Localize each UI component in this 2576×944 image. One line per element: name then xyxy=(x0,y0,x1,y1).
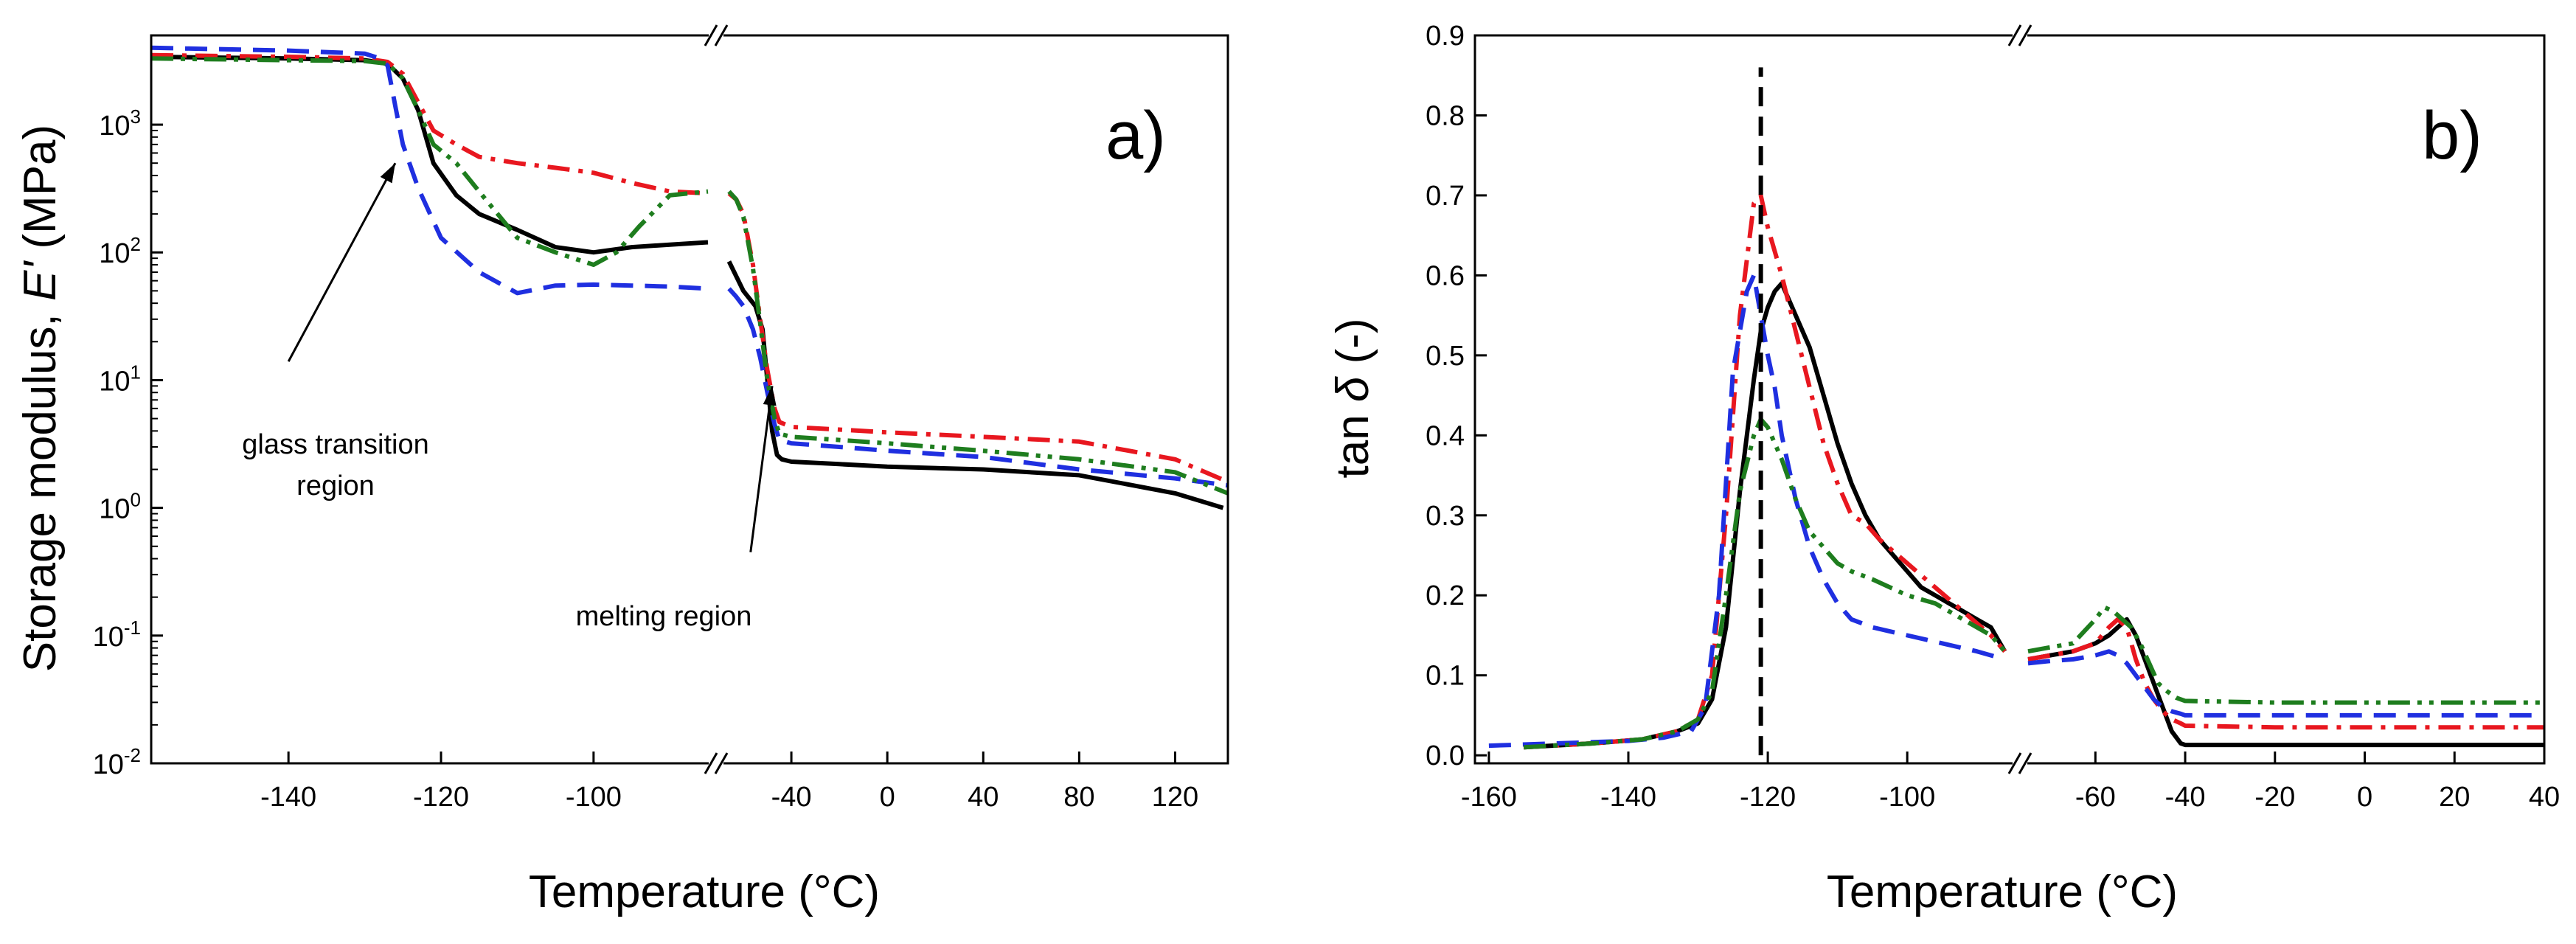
chart-b-y-axis-title: tan δ (-) xyxy=(1327,318,1378,478)
axis-break-slash xyxy=(704,24,718,46)
y-tick-label: 0.3 xyxy=(1426,501,1465,532)
chart-a-series xyxy=(150,45,1229,510)
x-tick-label: -160 xyxy=(1461,782,1517,813)
axis-break-slash xyxy=(714,24,729,46)
y-tick-base: 10 xyxy=(99,238,130,269)
x-tick-label: -20 xyxy=(2254,782,2295,813)
y-tick-label: 100 xyxy=(99,489,141,525)
chart-a-y-axis-title-symbol: E' xyxy=(15,260,66,301)
annotation-arrow-head xyxy=(763,386,777,406)
axis-break-slash xyxy=(714,752,729,774)
annotation-arrow-shaft xyxy=(749,386,774,552)
axis-break-slash xyxy=(704,752,718,774)
series-line-green-dashdotdot xyxy=(1524,417,2544,750)
x-tick-label: -120 xyxy=(1740,782,1796,813)
chart-a-panel-label: a) xyxy=(1105,98,1166,173)
chart-a-ticks: -140 -120 -100 -40 0 40 80 12010310210110010-11… xyxy=(93,105,1199,813)
x-tick-label: 20 xyxy=(2439,782,2470,813)
chart-a-axis-breaks xyxy=(704,24,729,774)
y-tick-exponent: -2 xyxy=(124,744,141,766)
series-line-blue-dashed xyxy=(150,45,1229,488)
y-tick-label: 0.0 xyxy=(1426,740,1465,771)
x-tick-label: -100 xyxy=(1879,782,1935,813)
axis-break-slash xyxy=(2018,752,2032,774)
axis-break-slash xyxy=(2018,24,2032,46)
y-tick-exponent: -1 xyxy=(124,617,141,639)
y-tick-label: 0.1 xyxy=(1426,661,1465,692)
axis-break-slash xyxy=(2007,752,2022,774)
chart-a-y-axis-title-unit: (MPa) xyxy=(15,125,66,262)
y-tick-exponent: 2 xyxy=(131,233,141,255)
chart-b-panel-label: b) xyxy=(2422,98,2482,173)
chart-a-annotations: glass transition region melting region xyxy=(242,162,777,632)
x-tick-label: -40 xyxy=(771,782,812,813)
x-tick-label: -120 xyxy=(413,782,469,813)
x-tick-label: 40 xyxy=(2529,782,2560,813)
y-tick-exponent: 3 xyxy=(131,105,141,128)
x-tick-label: -100 xyxy=(566,782,622,813)
y-tick-label: 101 xyxy=(99,361,141,397)
chart-a-x-axis-title: Temperature (°C) xyxy=(529,867,880,917)
y-tick-base: 10 xyxy=(99,494,130,525)
y-tick-base: 10 xyxy=(93,749,124,780)
x-tick-label: -140 xyxy=(260,782,316,813)
series-line-green-dashdotdot xyxy=(150,56,1229,496)
y-tick-label: 0.2 xyxy=(1426,580,1465,611)
x-tick-label: 120 xyxy=(1152,782,1198,813)
y-tick-base: 10 xyxy=(93,622,124,653)
y-tick-label: 10-1 xyxy=(93,617,141,653)
y-tick-label: 0.6 xyxy=(1426,260,1465,291)
chart-a-y-axis-title-main: Storage modulus, xyxy=(15,301,66,672)
annotation-text: region xyxy=(296,471,375,502)
x-tick-label: -40 xyxy=(2165,782,2206,813)
x-tick-label: -60 xyxy=(2075,782,2116,813)
x-tick-label: 40 xyxy=(968,782,999,813)
y-tick-label: 10-2 xyxy=(93,744,141,780)
y-tick-label: 0.8 xyxy=(1426,100,1465,131)
annotation-text: melting region xyxy=(576,601,752,632)
y-tick-base: 10 xyxy=(99,366,130,397)
x-tick-label: 80 xyxy=(1063,782,1094,813)
y-tick-label: 0.5 xyxy=(1426,341,1465,372)
y-tick-label: 0.9 xyxy=(1426,21,1465,52)
annotation-arrow-shaft xyxy=(287,162,397,362)
series-line-blue-dashed xyxy=(1488,273,2544,749)
y-tick-exponent: 1 xyxy=(131,361,141,383)
y-tick-exponent: 0 xyxy=(131,489,141,511)
y-tick-label: 102 xyxy=(99,233,141,269)
chart-b-y-axis-title-symbol: δ xyxy=(1327,376,1378,402)
y-tick-label: 0.7 xyxy=(1426,181,1465,212)
chart-b-y-axis-title-main: tan xyxy=(1327,402,1378,478)
y-tick-label: 0.4 xyxy=(1426,420,1465,451)
chart-b-x-axis-title: Temperature (°C) xyxy=(1827,867,2178,917)
annotation-text: glass transition xyxy=(242,429,428,460)
chart-a: -140 -120 -100 -40 0 40 80 12010310210110010-11… xyxy=(15,24,1229,917)
axis-break-slash xyxy=(2007,24,2022,46)
chart-b-plot-frame xyxy=(1473,34,2546,765)
chart-b-series xyxy=(1488,67,2544,756)
series-line-red-dashdot xyxy=(150,52,1229,485)
x-tick-label: 0 xyxy=(2357,782,2372,813)
chart-b-ticks: -160 -140 -120 -100 -60 -40 -20 0 20 40 0.0 0.1 0.2 0… xyxy=(1426,21,2560,813)
chart-b-y-axis-title-unit: (-) xyxy=(1327,318,1378,376)
y-tick-base: 10 xyxy=(99,111,130,142)
x-tick-label: -140 xyxy=(1600,782,1656,813)
y-tick-label: 103 xyxy=(99,105,141,142)
x-tick-label: 0 xyxy=(880,782,895,813)
chart-a-plot-frame xyxy=(150,34,1229,765)
annotation-arrow-head xyxy=(380,163,395,184)
chart-b-axis-breaks xyxy=(2007,24,2032,774)
chart-a-y-axis-title: Storage modulus, E' (MPa) xyxy=(15,125,66,672)
chart-b: -160 -140 -120 -100 -60 -40 -20 0 20 40 0.0 0.1 0.2 0… xyxy=(1327,21,2560,917)
